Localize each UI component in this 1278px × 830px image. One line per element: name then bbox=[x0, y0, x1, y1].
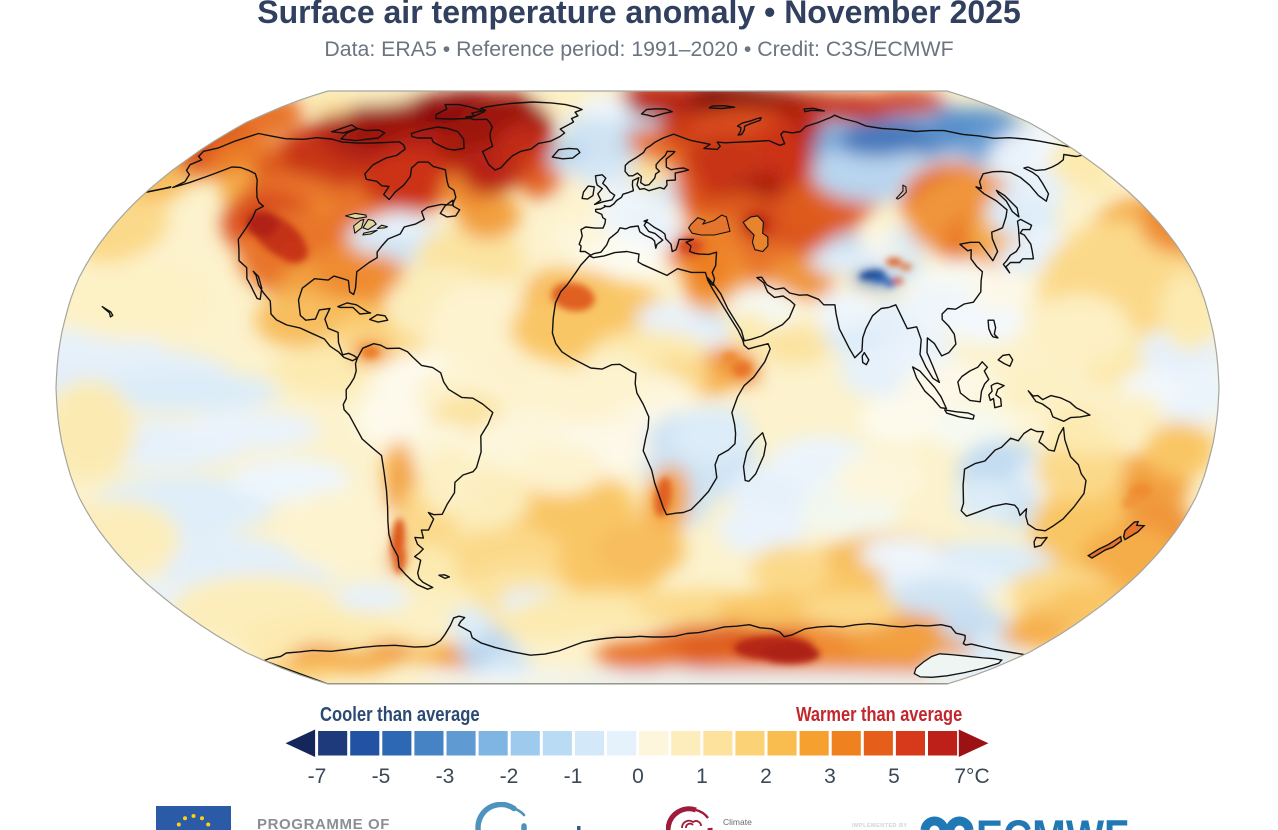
svg-text:Climate: Climate bbox=[723, 817, 752, 827]
